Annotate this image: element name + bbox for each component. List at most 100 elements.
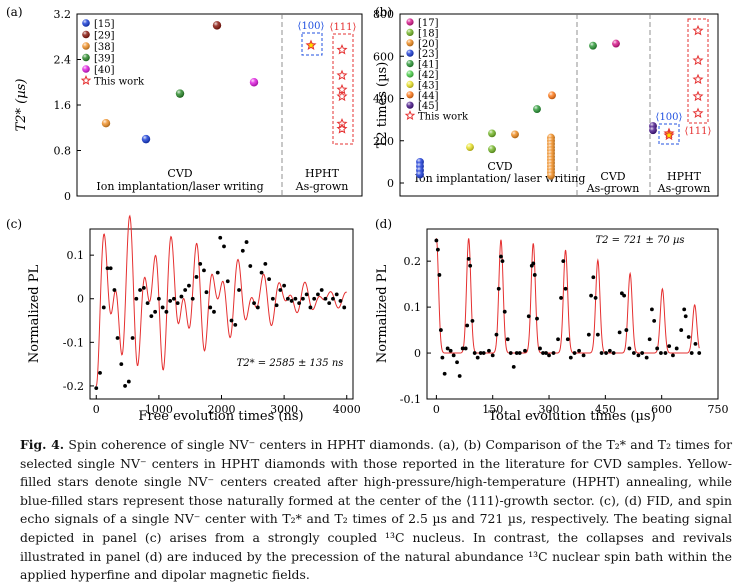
y-tick-label: 800 [373, 8, 394, 21]
data-point [267, 277, 271, 282]
legend-label: [18] [418, 28, 439, 39]
data-point [263, 261, 268, 266]
data-point-shine [249, 78, 259, 87]
data-point [490, 353, 495, 358]
data-point [126, 379, 131, 384]
data-point-shine [547, 171, 555, 180]
data-point [134, 296, 139, 301]
data-point [481, 351, 486, 355]
data-point [468, 263, 473, 268]
data-point [655, 346, 660, 351]
panel-c: Normalized PL Free evolution times (ns) … [27, 214, 361, 424]
data-point [581, 353, 586, 358]
data-point [442, 371, 447, 376]
data-point [561, 259, 566, 264]
data-point [508, 351, 513, 355]
data-point [190, 296, 195, 301]
data-point-shine [589, 41, 597, 50]
data-point [218, 235, 223, 240]
legend-label: [40] [94, 65, 115, 76]
label-111: ⟨111⟩ [330, 22, 357, 33]
data-point [526, 314, 531, 319]
data-point [586, 332, 591, 337]
label-111: ⟨111⟩ [685, 126, 712, 137]
data-point [572, 351, 577, 355]
panel-d: Normalized PL Total evolution times (µs)… [375, 228, 729, 424]
data-point [233, 322, 238, 327]
data-point [440, 355, 445, 360]
data-point [595, 332, 600, 337]
data-point [138, 288, 142, 292]
data-point [667, 344, 672, 349]
data-point [289, 299, 294, 303]
legend-label: [44] [418, 91, 439, 102]
data-point [183, 288, 188, 292]
data-point [222, 244, 226, 249]
data-point-shine [533, 105, 541, 113]
data-point [172, 296, 176, 301]
legend-label: This work [94, 77, 145, 88]
data-point [285, 296, 290, 301]
data-point [514, 351, 519, 355]
data-point [175, 301, 180, 306]
data-point [301, 296, 305, 301]
data-point [568, 355, 573, 360]
plot-frame [426, 228, 719, 400]
y-tick-label: 600 [373, 50, 394, 63]
data-point [274, 303, 279, 308]
data-point [457, 374, 462, 378]
caption-text: Spin coherence of single NV⁻ centers in … [20, 437, 732, 583]
y-tick-label: 2.4 [54, 54, 72, 67]
y-tick-label: -0.1 [63, 336, 84, 349]
data-point [577, 348, 581, 353]
data-point [671, 353, 675, 358]
data-point [624, 328, 629, 332]
data-point-shine [101, 119, 111, 128]
y-tick-label: -0.2 [63, 380, 84, 393]
data-point [607, 348, 612, 353]
data-point [112, 288, 117, 292]
data-point [611, 351, 616, 355]
data-point [105, 266, 110, 271]
group-title-hpht: HPHT [667, 170, 702, 183]
data-point [563, 286, 568, 291]
y-tick-label: 3.2 [54, 8, 72, 21]
star-point [692, 90, 704, 102]
star-point [336, 44, 348, 55]
legend-label: [39] [94, 54, 115, 65]
data-point [686, 335, 691, 339]
data-point [523, 348, 527, 353]
data-point [229, 318, 234, 323]
data-point [270, 296, 275, 301]
data-point [94, 386, 99, 391]
data-point [622, 293, 627, 298]
data-point-shine [649, 126, 657, 135]
data-point [559, 296, 563, 300]
x-tick-label: 150 [482, 403, 503, 416]
data-point [532, 273, 537, 277]
legend-label: This work [418, 112, 469, 123]
group-title-cvd-implant: CVD [487, 160, 512, 173]
legend-label: [29] [94, 31, 115, 42]
data-point [644, 355, 649, 360]
panel-label-c: (c) [6, 217, 22, 231]
data-point-shine [406, 101, 414, 109]
data-point-shine [416, 170, 424, 179]
y-tick-label: 0 [64, 190, 71, 203]
legend-label: [20] [418, 39, 439, 50]
y-tick-label: 0 [77, 293, 84, 306]
data-point [435, 247, 440, 252]
data-point [145, 301, 150, 306]
x-tick-label: 0 [93, 403, 100, 416]
data-point-shine [406, 18, 414, 26]
group-title-cvd: CVD [167, 167, 192, 180]
data-point-shine [406, 91, 414, 99]
legend-label: [41] [418, 60, 439, 71]
fit-curve [95, 214, 347, 387]
label-100: ⟨100⟩ [298, 21, 325, 32]
panel-b: T2 times (µs) 0 200 400 600 800 [17][18][20]… [373, 8, 719, 197]
data-point [455, 360, 459, 365]
data-point [434, 238, 439, 243]
data-point [445, 346, 450, 351]
data-point-shine [406, 80, 414, 88]
